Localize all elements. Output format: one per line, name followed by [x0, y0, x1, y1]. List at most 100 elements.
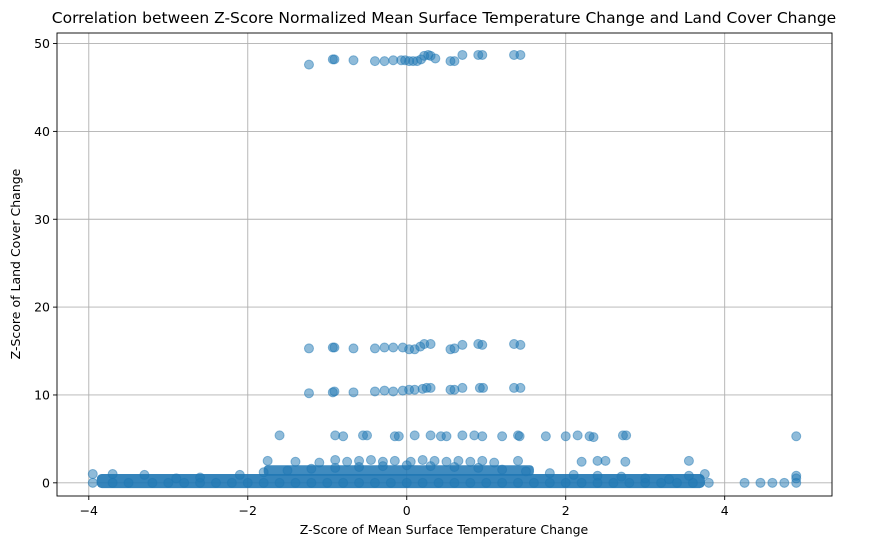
data-point — [568, 469, 579, 480]
y-tick-label: 20 — [34, 300, 50, 315]
data-point — [87, 469, 98, 480]
data-point — [262, 455, 273, 466]
data-point — [672, 477, 682, 488]
data-point — [616, 471, 627, 482]
data-point — [179, 477, 190, 488]
data-point — [683, 455, 694, 466]
data-point — [329, 386, 340, 397]
data-point — [290, 477, 301, 488]
y-tick-label: 50 — [34, 36, 50, 51]
data-point — [489, 457, 500, 468]
data-point — [314, 457, 325, 468]
data-point — [274, 430, 285, 441]
data-point — [457, 430, 468, 441]
data-point — [393, 431, 404, 442]
data-point — [303, 59, 314, 70]
data-point — [171, 473, 182, 484]
data-point — [430, 53, 441, 64]
data-point — [226, 477, 237, 488]
x-tick-label: −2 — [239, 503, 257, 518]
data-point — [608, 477, 619, 488]
data-point — [515, 339, 526, 350]
data-point — [572, 430, 583, 441]
data-point — [755, 477, 766, 488]
data-point — [377, 461, 388, 472]
data-point — [107, 469, 118, 480]
y-tick-label: 0 — [42, 475, 50, 490]
data-point — [441, 431, 452, 442]
x-axis: −4 −2 0 2 4 — [80, 496, 729, 518]
data-point — [465, 456, 476, 467]
data-point — [379, 56, 390, 67]
y-axis-label: Z-Score of Land Cover Change — [8, 168, 23, 359]
data-point — [620, 456, 631, 467]
data-point — [123, 477, 134, 488]
data-point — [441, 456, 452, 467]
data-point — [369, 56, 380, 67]
data-point — [478, 382, 489, 393]
data-point — [425, 382, 436, 393]
data-point — [303, 388, 314, 399]
data-point — [163, 477, 174, 488]
data-point — [560, 477, 571, 488]
data-point — [544, 468, 555, 479]
data-point — [365, 454, 376, 465]
x-axis-label: Z-Score of Mean Surface Temperature Chan… — [300, 522, 589, 537]
data-point — [703, 477, 714, 488]
data-point — [588, 432, 599, 443]
data-point — [497, 431, 508, 442]
data-point — [779, 477, 790, 488]
data-point — [274, 477, 285, 488]
data-point — [449, 56, 460, 67]
data-point — [425, 430, 436, 441]
data-point — [388, 386, 399, 397]
data-point — [329, 54, 340, 65]
data-point — [369, 343, 380, 354]
data-point — [417, 477, 428, 488]
data-point — [449, 462, 460, 473]
y-tick-label: 30 — [34, 212, 50, 227]
data-point — [401, 460, 412, 471]
data-point — [425, 461, 436, 472]
data-point — [388, 342, 399, 353]
data-point — [791, 477, 802, 488]
data-point — [477, 339, 488, 350]
data-point — [322, 477, 333, 488]
plot-frame — [56, 32, 833, 497]
data-point — [457, 49, 468, 60]
data-point — [290, 456, 301, 467]
data-point — [354, 477, 365, 488]
data-point — [576, 456, 587, 467]
data-point — [481, 477, 492, 488]
data-point — [640, 477, 651, 488]
data-point — [107, 477, 118, 488]
data-point — [348, 387, 359, 398]
data-point — [514, 431, 525, 442]
data-point — [330, 462, 341, 473]
x-tick-label: 0 — [403, 503, 411, 518]
data-point — [513, 455, 524, 466]
data-point — [342, 456, 353, 467]
data-point — [544, 477, 555, 488]
chart-title: Correlation between Z-Score Normalized M… — [52, 9, 836, 27]
data-point — [306, 477, 317, 488]
data-point — [513, 477, 524, 488]
y-axis: 0 10 20 30 40 50 — [34, 36, 57, 490]
data-point — [303, 343, 314, 354]
data-point — [465, 477, 476, 488]
data-point — [338, 431, 349, 442]
data-point — [457, 382, 468, 393]
data-point — [515, 49, 526, 60]
data-point — [379, 342, 390, 353]
data-point — [433, 477, 444, 488]
data-point — [687, 477, 698, 488]
data-point — [306, 463, 317, 474]
data-point — [369, 386, 380, 397]
data-point — [258, 477, 269, 488]
data-point — [576, 477, 587, 488]
data-point — [234, 469, 245, 480]
data-point — [699, 469, 710, 480]
data-point — [477, 49, 488, 60]
data-point — [520, 466, 531, 477]
data-point — [592, 477, 603, 488]
